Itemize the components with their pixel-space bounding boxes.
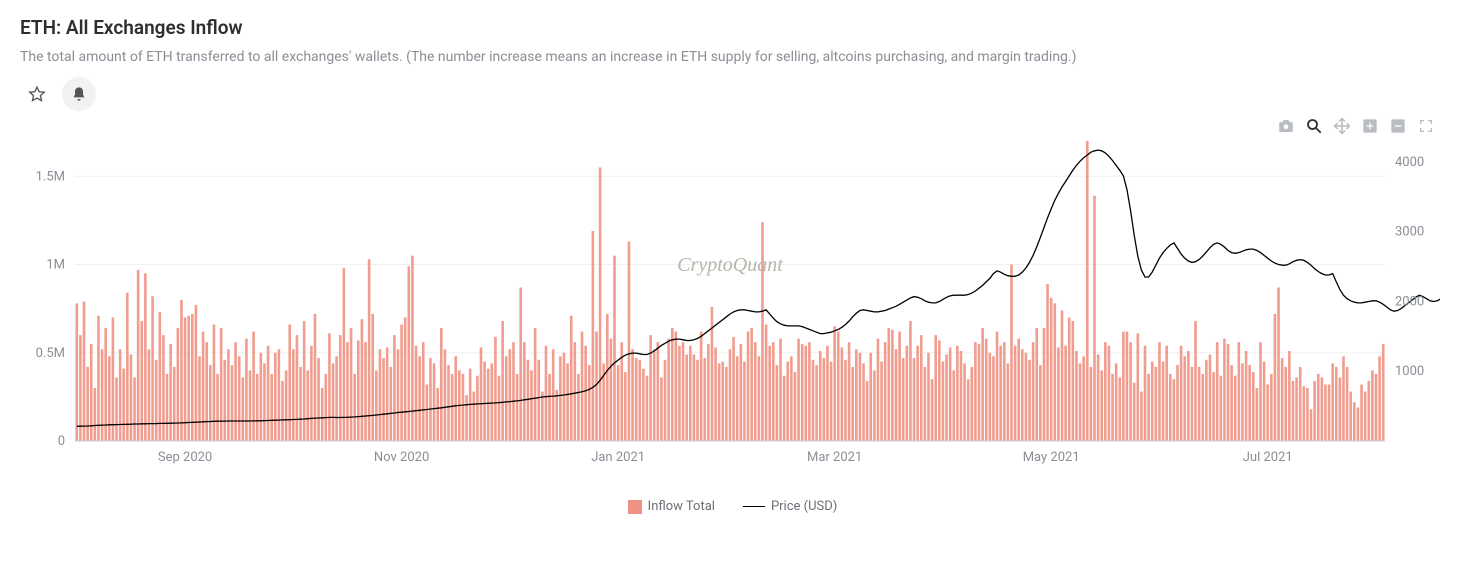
legend-bar-label: Inflow Total: [648, 499, 715, 514]
svg-text:Nov 2020: Nov 2020: [374, 450, 429, 465]
svg-text:1M: 1M: [46, 258, 65, 273]
legend-line[interactable]: Price (USD): [743, 499, 837, 514]
bell-icon: [71, 86, 87, 102]
action-row: [20, 77, 1445, 111]
svg-text:4000: 4000: [1395, 155, 1424, 170]
line-swatch-icon: [743, 506, 765, 507]
chart-legend: Inflow Total Price (USD): [20, 499, 1445, 514]
svg-text:Jul 2021: Jul 2021: [1243, 450, 1293, 465]
svg-text:Mar 2021: Mar 2021: [807, 450, 862, 465]
favorite-button[interactable]: [20, 77, 54, 111]
svg-text:Jan 2021: Jan 2021: [591, 450, 645, 465]
svg-text:1000: 1000: [1395, 364, 1424, 379]
svg-text:2000: 2000: [1395, 294, 1424, 309]
page-title: ETH: All Exchanges Inflow: [20, 16, 1445, 39]
star-icon: [28, 85, 46, 103]
svg-text:3000: 3000: [1395, 225, 1424, 240]
svg-text:1.5M: 1.5M: [36, 169, 65, 184]
legend-bar[interactable]: Inflow Total: [628, 499, 715, 514]
chart-svg: CryptoQuant 0 0.5M 1M 1.5M 1000 2000 3000 4000 Se…: [20, 131, 1440, 491]
chart-area[interactable]: CryptoQuant 0 0.5M 1M 1.5M 1000 2000 3000 4000 Se…: [20, 131, 1440, 491]
svg-text:Sep 2020: Sep 2020: [158, 450, 212, 465]
svg-text:0: 0: [58, 434, 65, 449]
page-subtitle: The total amount of ETH transferred to a…: [20, 49, 1445, 65]
svg-text:0.5M: 0.5M: [36, 346, 65, 361]
alert-button[interactable]: [62, 77, 96, 111]
svg-text:May 2021: May 2021: [1023, 450, 1080, 465]
legend-line-label: Price (USD): [771, 499, 837, 514]
bar-swatch-icon: [628, 500, 642, 514]
svg-text:CryptoQuant: CryptoQuant: [677, 254, 783, 276]
